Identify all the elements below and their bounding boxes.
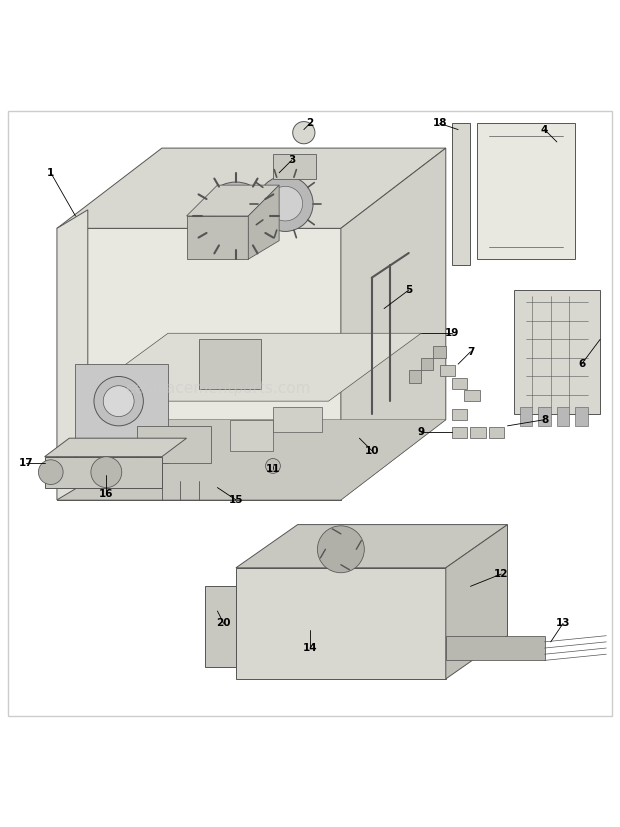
Text: 20: 20 (216, 619, 231, 629)
FancyBboxPatch shape (230, 419, 273, 451)
Circle shape (91, 457, 122, 488)
FancyBboxPatch shape (557, 408, 569, 426)
Polygon shape (187, 185, 279, 216)
Circle shape (94, 376, 143, 426)
Text: 4: 4 (541, 125, 548, 135)
Circle shape (257, 176, 313, 232)
FancyBboxPatch shape (440, 366, 455, 376)
Circle shape (215, 194, 257, 237)
Polygon shape (45, 438, 187, 457)
Polygon shape (76, 364, 168, 463)
Circle shape (202, 182, 270, 250)
FancyBboxPatch shape (538, 408, 551, 426)
Polygon shape (57, 148, 446, 228)
Text: 7: 7 (467, 347, 474, 356)
Text: 8: 8 (541, 414, 548, 425)
Polygon shape (57, 419, 446, 500)
Polygon shape (236, 568, 446, 679)
Text: 17: 17 (19, 458, 33, 468)
FancyBboxPatch shape (452, 378, 467, 389)
Text: 15: 15 (229, 495, 243, 505)
FancyBboxPatch shape (575, 408, 588, 426)
Text: 14: 14 (303, 643, 317, 653)
Polygon shape (236, 524, 508, 568)
Polygon shape (187, 216, 248, 259)
Text: 5: 5 (405, 285, 412, 295)
Text: 2: 2 (306, 118, 314, 128)
Polygon shape (76, 333, 421, 401)
FancyBboxPatch shape (489, 427, 505, 438)
Circle shape (317, 526, 365, 573)
Polygon shape (452, 123, 471, 265)
FancyBboxPatch shape (452, 427, 467, 438)
FancyBboxPatch shape (421, 358, 433, 370)
Circle shape (265, 458, 280, 473)
Polygon shape (446, 636, 544, 661)
Text: 11: 11 (266, 464, 280, 474)
Text: 3: 3 (288, 155, 295, 165)
Polygon shape (248, 185, 279, 259)
FancyBboxPatch shape (520, 408, 532, 426)
Polygon shape (57, 228, 341, 500)
FancyBboxPatch shape (471, 427, 486, 438)
Text: 12: 12 (494, 569, 508, 579)
Circle shape (38, 460, 63, 485)
Polygon shape (446, 524, 508, 679)
FancyBboxPatch shape (137, 426, 211, 463)
Polygon shape (514, 290, 600, 414)
FancyBboxPatch shape (199, 339, 260, 389)
Polygon shape (57, 210, 88, 500)
FancyBboxPatch shape (409, 370, 421, 383)
Polygon shape (341, 148, 446, 500)
Text: 16: 16 (99, 489, 113, 499)
Text: 9: 9 (417, 427, 425, 437)
Circle shape (293, 122, 315, 144)
Text: 6: 6 (578, 359, 585, 369)
FancyBboxPatch shape (433, 346, 446, 358)
Text: 1: 1 (47, 168, 55, 178)
Circle shape (104, 385, 134, 417)
Circle shape (268, 186, 303, 221)
FancyBboxPatch shape (464, 390, 480, 401)
Text: 19: 19 (445, 328, 459, 338)
Text: 13: 13 (556, 619, 570, 629)
FancyBboxPatch shape (452, 409, 467, 419)
Polygon shape (205, 586, 236, 667)
Text: 10: 10 (365, 446, 379, 456)
FancyBboxPatch shape (273, 408, 322, 432)
FancyBboxPatch shape (273, 155, 316, 179)
Polygon shape (477, 123, 575, 259)
Polygon shape (45, 457, 162, 488)
Text: 18: 18 (432, 118, 447, 128)
Text: eesplacementparts.com: eesplacementparts.com (125, 381, 310, 396)
